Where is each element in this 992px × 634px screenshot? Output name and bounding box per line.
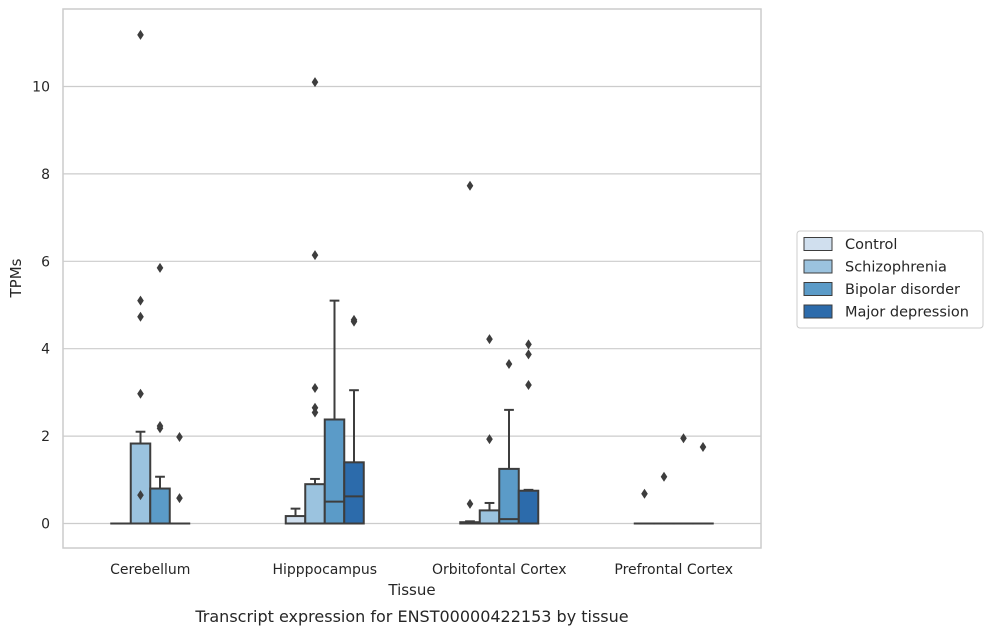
legend-swatch-0 (803, 237, 833, 251)
outlier-point (137, 311, 144, 322)
outlier-point (137, 29, 144, 40)
outlier-point (505, 358, 513, 369)
box-0-3 (633, 488, 656, 525)
outlier-point (156, 421, 164, 432)
y-tick-label-10: 10 (32, 80, 50, 96)
box-0-2 (459, 180, 481, 525)
box-body (284, 515, 307, 525)
outlier-point (176, 431, 183, 442)
outlier-point (466, 498, 474, 509)
legend: Control Schizophrenia Bipolar disorder Majo… (796, 230, 984, 329)
box-1-0 (129, 29, 152, 525)
box-body (517, 489, 540, 525)
outlier-point (525, 339, 532, 350)
outlier-point (137, 490, 144, 501)
outlier-point (311, 77, 319, 88)
chart-caption: Transcript expression for ENST0000042215… (194, 607, 628, 626)
x-tick-label-3: Prefrontal Cortex (614, 562, 733, 578)
box-1-2 (478, 334, 501, 525)
box-body (323, 418, 346, 525)
grid-lines (63, 85, 761, 525)
box-1-1 (304, 77, 326, 525)
outlier-point (350, 314, 358, 325)
outlier-point (311, 250, 319, 261)
box-3-2 (517, 339, 540, 525)
legend-swatch-1 (803, 259, 833, 274)
box-body (478, 509, 501, 525)
plot-frame (62, 8, 762, 549)
box-0-1 (284, 507, 307, 525)
box-body (343, 461, 365, 525)
legend-swatch-3 (803, 304, 833, 319)
x-axis-ticks: Cerebellum Hipppocampus Orbitofontal Corte… (110, 562, 733, 578)
outlier-point (311, 383, 319, 394)
box-1-3 (653, 471, 675, 525)
box-2-0 (149, 262, 171, 525)
y-axis-ticks: 0 2 4 6 8 10 (32, 80, 50, 533)
legend-label-1: Schizophrenia (845, 260, 947, 276)
x-tick-label-0: Cerebellum (110, 562, 190, 578)
outlier-point (311, 402, 319, 413)
x-tick-label-1: Hipppocampus (272, 562, 377, 578)
legend-label-2: Bipolar disorder (845, 282, 960, 298)
legend-frame (796, 230, 984, 329)
x-axis-label: Tissue (387, 581, 435, 599)
y-tick-label-6: 6 (41, 254, 50, 270)
legend-label-0: Control (845, 237, 897, 253)
box-3-3 (692, 442, 714, 525)
box-body (498, 467, 520, 525)
box-body (149, 487, 171, 525)
outlier-point (699, 442, 707, 453)
outlier-point (466, 180, 474, 191)
legend-label-3: Major depression (845, 305, 969, 321)
outlier-point (137, 388, 144, 399)
outlier-point (486, 334, 493, 345)
outlier-point (660, 471, 668, 482)
outlier-point (525, 349, 532, 360)
box-2-2 (498, 358, 520, 525)
box-2-3 (672, 433, 695, 525)
legend-swatch-2 (803, 282, 833, 296)
box-3-0 (168, 431, 191, 525)
boxes-layer (110, 29, 714, 525)
y-tick-label-0: 0 (41, 517, 50, 533)
box-body (129, 442, 152, 525)
box-2-1 (323, 299, 346, 525)
outlier-point (137, 295, 144, 306)
y-tick-label-4: 4 (41, 342, 50, 358)
outlier-point (156, 262, 164, 273)
box-body (304, 483, 326, 525)
outlier-point (486, 434, 493, 445)
box-3-1 (343, 314, 365, 525)
y-tick-label-8: 8 (41, 167, 50, 183)
outlier-point (176, 493, 183, 504)
outlier-point (525, 379, 532, 390)
y-axis-label: TPMs (7, 258, 25, 298)
outlier-point (641, 488, 648, 499)
y-tick-label-2: 2 (41, 429, 50, 445)
outlier-point (680, 433, 687, 444)
x-tick-label-2: Orbitofontal Cortex (432, 562, 567, 578)
